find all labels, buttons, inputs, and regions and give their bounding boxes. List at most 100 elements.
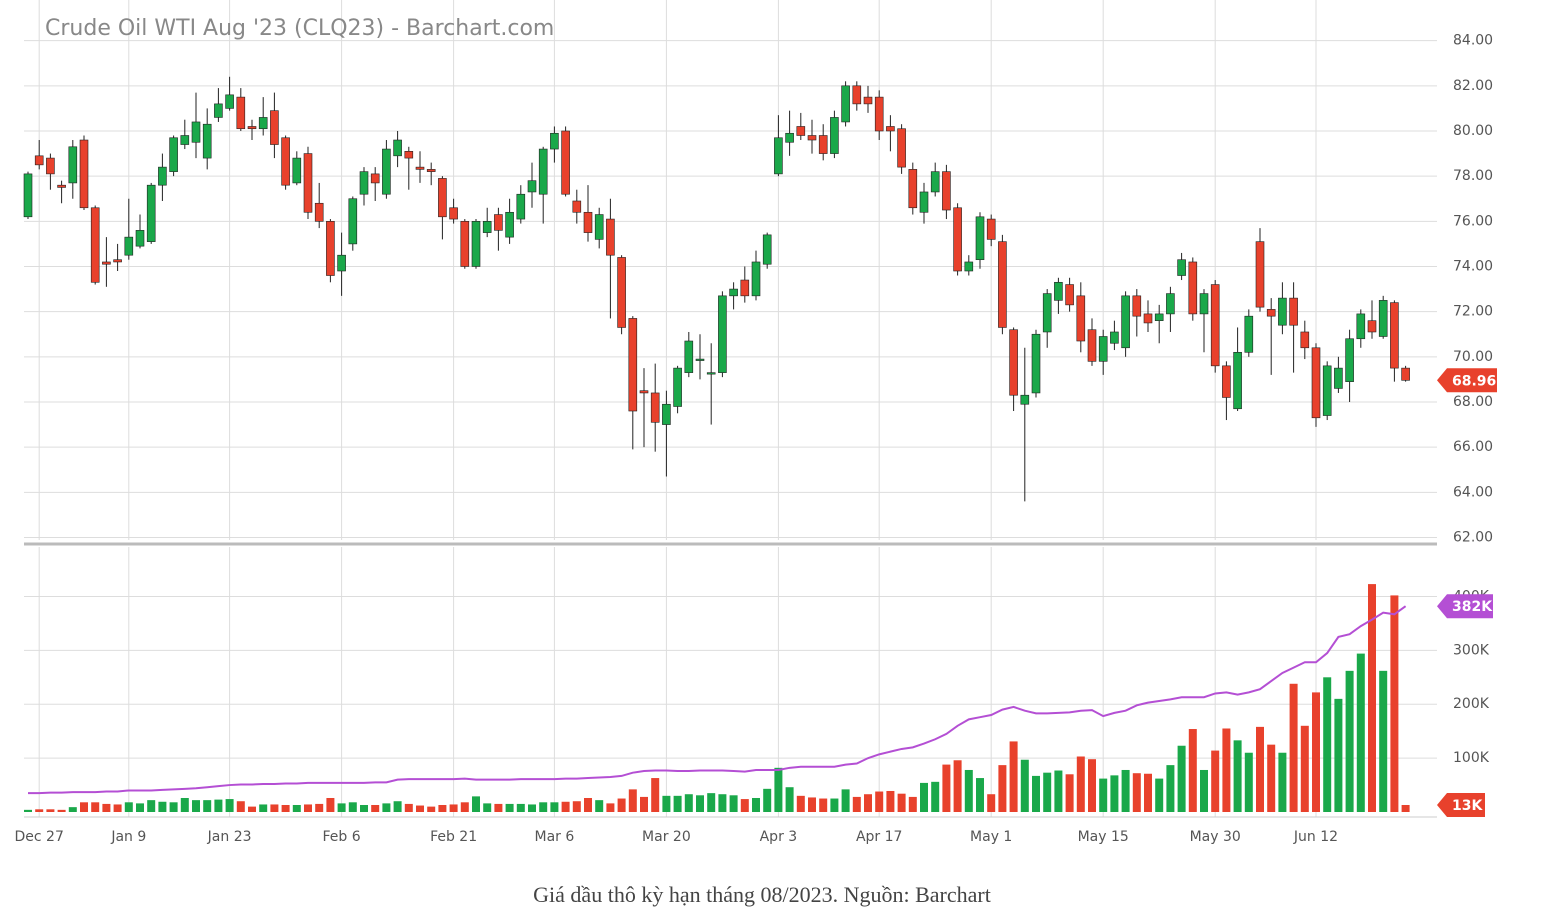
y-tick-label: 78.00 [1453,168,1493,184]
volume-bar [169,802,178,812]
volume-bar [158,801,167,812]
volume-bar [113,804,122,812]
volume-bar [393,801,402,812]
y-tick-label: 300K [1453,642,1490,658]
volume-bar [371,804,380,812]
caption: Giá dầu thô kỳ hạn tháng 08/2023. Nguồn:… [533,882,991,907]
x-tick-label: Mar 6 [535,829,575,845]
candle-body [46,157,55,175]
volume-bar [662,795,671,812]
candle-body [919,191,929,213]
volume-bar [1065,774,1074,812]
volume-bar [640,796,648,812]
candle-body [1020,394,1030,405]
volume-bar [102,803,111,812]
candle-body [494,214,503,231]
candle-body [650,392,660,423]
candle-body [718,295,727,373]
volume-bar [931,781,940,812]
volume-bar [696,795,704,812]
x-tick-label: May 30 [1190,829,1241,845]
candle-body [572,200,582,213]
marks [23,76,1410,812]
candle-body [225,94,234,109]
volume-bar [684,794,693,812]
candle-body [102,261,111,265]
volume-bar [404,803,413,812]
volume-bar [315,803,324,812]
volume-bar [1020,759,1029,812]
volume-bar [214,799,223,812]
candle-body [236,96,246,130]
candle-body [1042,293,1052,333]
candle-body [247,126,257,130]
volume-bar [259,804,268,812]
candle-body [79,139,89,209]
price-tag-shape [1437,792,1485,817]
candle-body [169,137,178,172]
volume-bar [875,791,884,812]
volume-bar [628,789,637,812]
candle-body [628,318,638,412]
volume-bar [808,797,816,812]
candle-body [1166,293,1175,315]
candle-body [986,218,996,240]
candle-body [662,403,671,425]
candle-body [393,139,402,157]
volume-bar [203,800,212,812]
y-tick-label: 82.00 [1453,78,1493,94]
volume-bar [337,803,346,812]
candle-body [897,128,906,168]
candle-body [942,171,951,211]
volume-bar [1032,775,1040,812]
candle-body [516,193,526,220]
volume-bar [707,793,716,812]
volume-bar [1244,752,1253,812]
volume-bar [539,802,548,812]
candle-body [68,146,78,184]
volume-bar [752,797,760,812]
volume-bar [80,802,88,812]
y-tick-label: 80.00 [1453,123,1493,139]
volume-bar [830,798,839,812]
volume-bar [1345,670,1354,812]
candle-body [774,137,783,175]
candle-body [874,96,884,132]
x-tick-label: Jan 9 [110,829,146,845]
volume-bar [785,787,794,812]
candle-body [740,279,750,297]
candle-body [841,85,850,123]
price-tag-label: 68.96 [1452,373,1496,389]
x-tick-label: Jun 12 [1293,829,1338,845]
chart-title: Crude Oil WTI Aug '23 (CLQ23) - Barchart… [45,16,554,41]
candle-body [930,171,940,193]
candle-body [1300,331,1310,349]
y-tick-label: 84.00 [1453,33,1493,49]
volume-bar [180,797,189,812]
volume-bar [819,798,828,812]
candle-body [348,198,358,245]
candle-body [606,218,615,256]
candle-body [886,126,895,132]
candle-body [482,221,492,233]
candle-body [281,137,290,186]
candle-body [1143,313,1153,324]
candle-body [124,236,134,256]
volume-bar [1368,584,1376,812]
volume-bar [796,795,805,812]
candle-body [527,180,537,193]
volume-bar [505,803,514,812]
volume-bar [1222,728,1231,812]
volume-bar [348,802,357,812]
candle-body [1266,309,1276,317]
open-interest-line [28,605,1407,795]
candle-body [1244,315,1254,353]
candle-body [460,221,470,267]
x-tick-label: May 1 [970,829,1012,845]
volume-bar [494,803,503,812]
volume-bar [976,778,984,812]
x-tick-label: Dec 27 [15,829,64,845]
candle-body [695,358,705,361]
candle-body [214,103,223,118]
candle-body [1177,259,1186,276]
